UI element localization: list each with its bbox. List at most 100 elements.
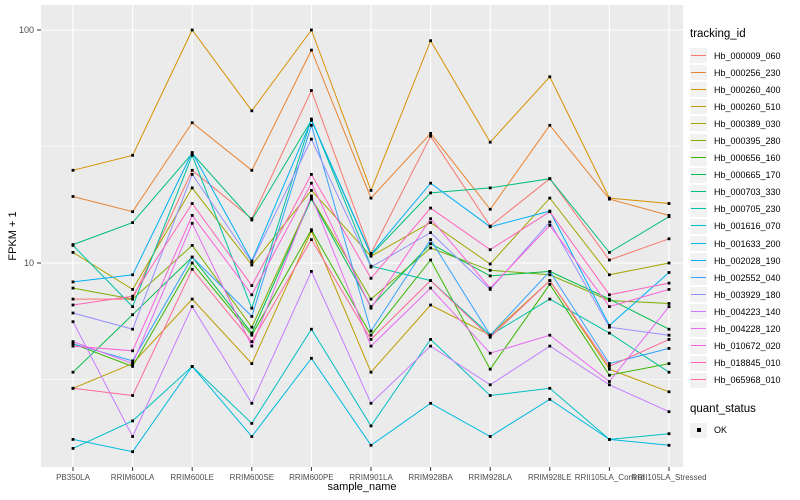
data-point [190,365,194,368]
data-point [250,333,254,337]
legend-key-line [691,105,706,107]
data-point [548,210,552,214]
legend-item: Hb_001633_200 [690,235,800,252]
data-point [548,273,552,277]
legend-key-line [691,140,706,142]
legend-item-label: Hb_000389_030 [714,118,781,129]
legend-key [690,184,707,200]
data-point [548,177,552,181]
data-point [250,218,254,222]
legend-title-tracking-id: tracking_id [690,28,746,40]
data-point [310,89,313,92]
data-point [667,288,671,291]
data-point [608,251,611,254]
data-point [667,410,671,414]
legend-key [690,270,707,286]
data-point [548,270,552,273]
data-point [190,267,194,271]
data-point [250,325,254,329]
data-point [71,438,75,441]
data-point [190,173,194,176]
data-point [608,325,611,329]
legend-item-label: OK [714,425,728,436]
x-tick-label: RRIM600PE [289,473,333,482]
data-point [190,28,194,32]
legend-item: Hb_004228_120 [690,321,800,338]
legend-item-label: Hb_003929_180 [714,289,781,300]
data-point [548,297,552,301]
data-point [131,313,134,317]
data-point [608,273,611,277]
legend-item: Hb_000256_230 [690,64,800,81]
data-point [667,362,671,365]
data-point [429,134,432,138]
data-point [310,48,313,52]
data-point [190,297,194,301]
data-point [310,137,313,141]
legend-key-line [691,191,706,193]
data-point [310,270,313,273]
data-point [429,221,432,224]
data-point [250,315,254,318]
legend-item: Hb_002028_190 [690,252,800,269]
data-point [608,367,611,371]
data-point [369,297,373,301]
data-point [190,121,194,125]
data-point [667,432,671,436]
data-point [250,422,254,425]
data-point [429,238,432,241]
legend-key-line [691,276,706,278]
data-point [488,207,492,211]
legend-key-line [691,379,706,381]
data-point [250,260,254,264]
data-point [71,244,75,247]
data-point [369,276,373,280]
data-point [608,293,611,297]
legend-item-label: Hb_018845_010 [714,358,781,369]
data-point [190,186,194,190]
data-point [369,401,373,405]
data-point [667,338,671,341]
data-point [488,335,492,339]
legend-item-ok: OK [690,422,800,439]
legend-key [690,167,707,183]
data-point [71,342,75,346]
legend-key-line [691,362,706,364]
y-axis-title: FPKM + 1 [7,211,19,261]
legend-item: Hb_003929_180 [690,286,800,303]
data-point [488,383,492,387]
data-point [131,221,134,224]
legend-item: Hb_065968_010 [690,372,800,389]
data-point [310,189,313,192]
legend-key-line [691,174,706,176]
data-point [667,237,671,241]
legend-key-square [690,422,707,438]
data-point [667,271,671,274]
data-point [131,273,134,277]
legend-key-line [691,259,706,261]
data-point [250,168,254,172]
data-point [429,181,432,185]
data-point [429,303,432,307]
legend-item-label: Hb_000395_280 [714,136,781,147]
data-point [369,329,373,333]
data-point [131,305,134,308]
data-point [488,274,492,278]
legend-item-label: Hb_002552_040 [714,272,781,283]
data-point [310,228,313,232]
data-point [429,231,432,234]
data-point [548,333,552,337]
legend-item-label: Hb_000665_170 [714,170,781,181]
legend-item: Hb_000260_510 [690,98,800,115]
data-point [488,262,492,266]
data-point [131,435,134,438]
data-point [667,302,671,305]
legend-key-line [691,328,706,330]
data-point [131,294,134,298]
data-point [250,284,254,287]
legend-key [690,65,707,81]
data-point [71,280,75,284]
legend-item-label: Hb_001633_200 [714,238,781,249]
data-point [310,194,313,198]
x-tick-label: PB350LA [56,473,90,482]
